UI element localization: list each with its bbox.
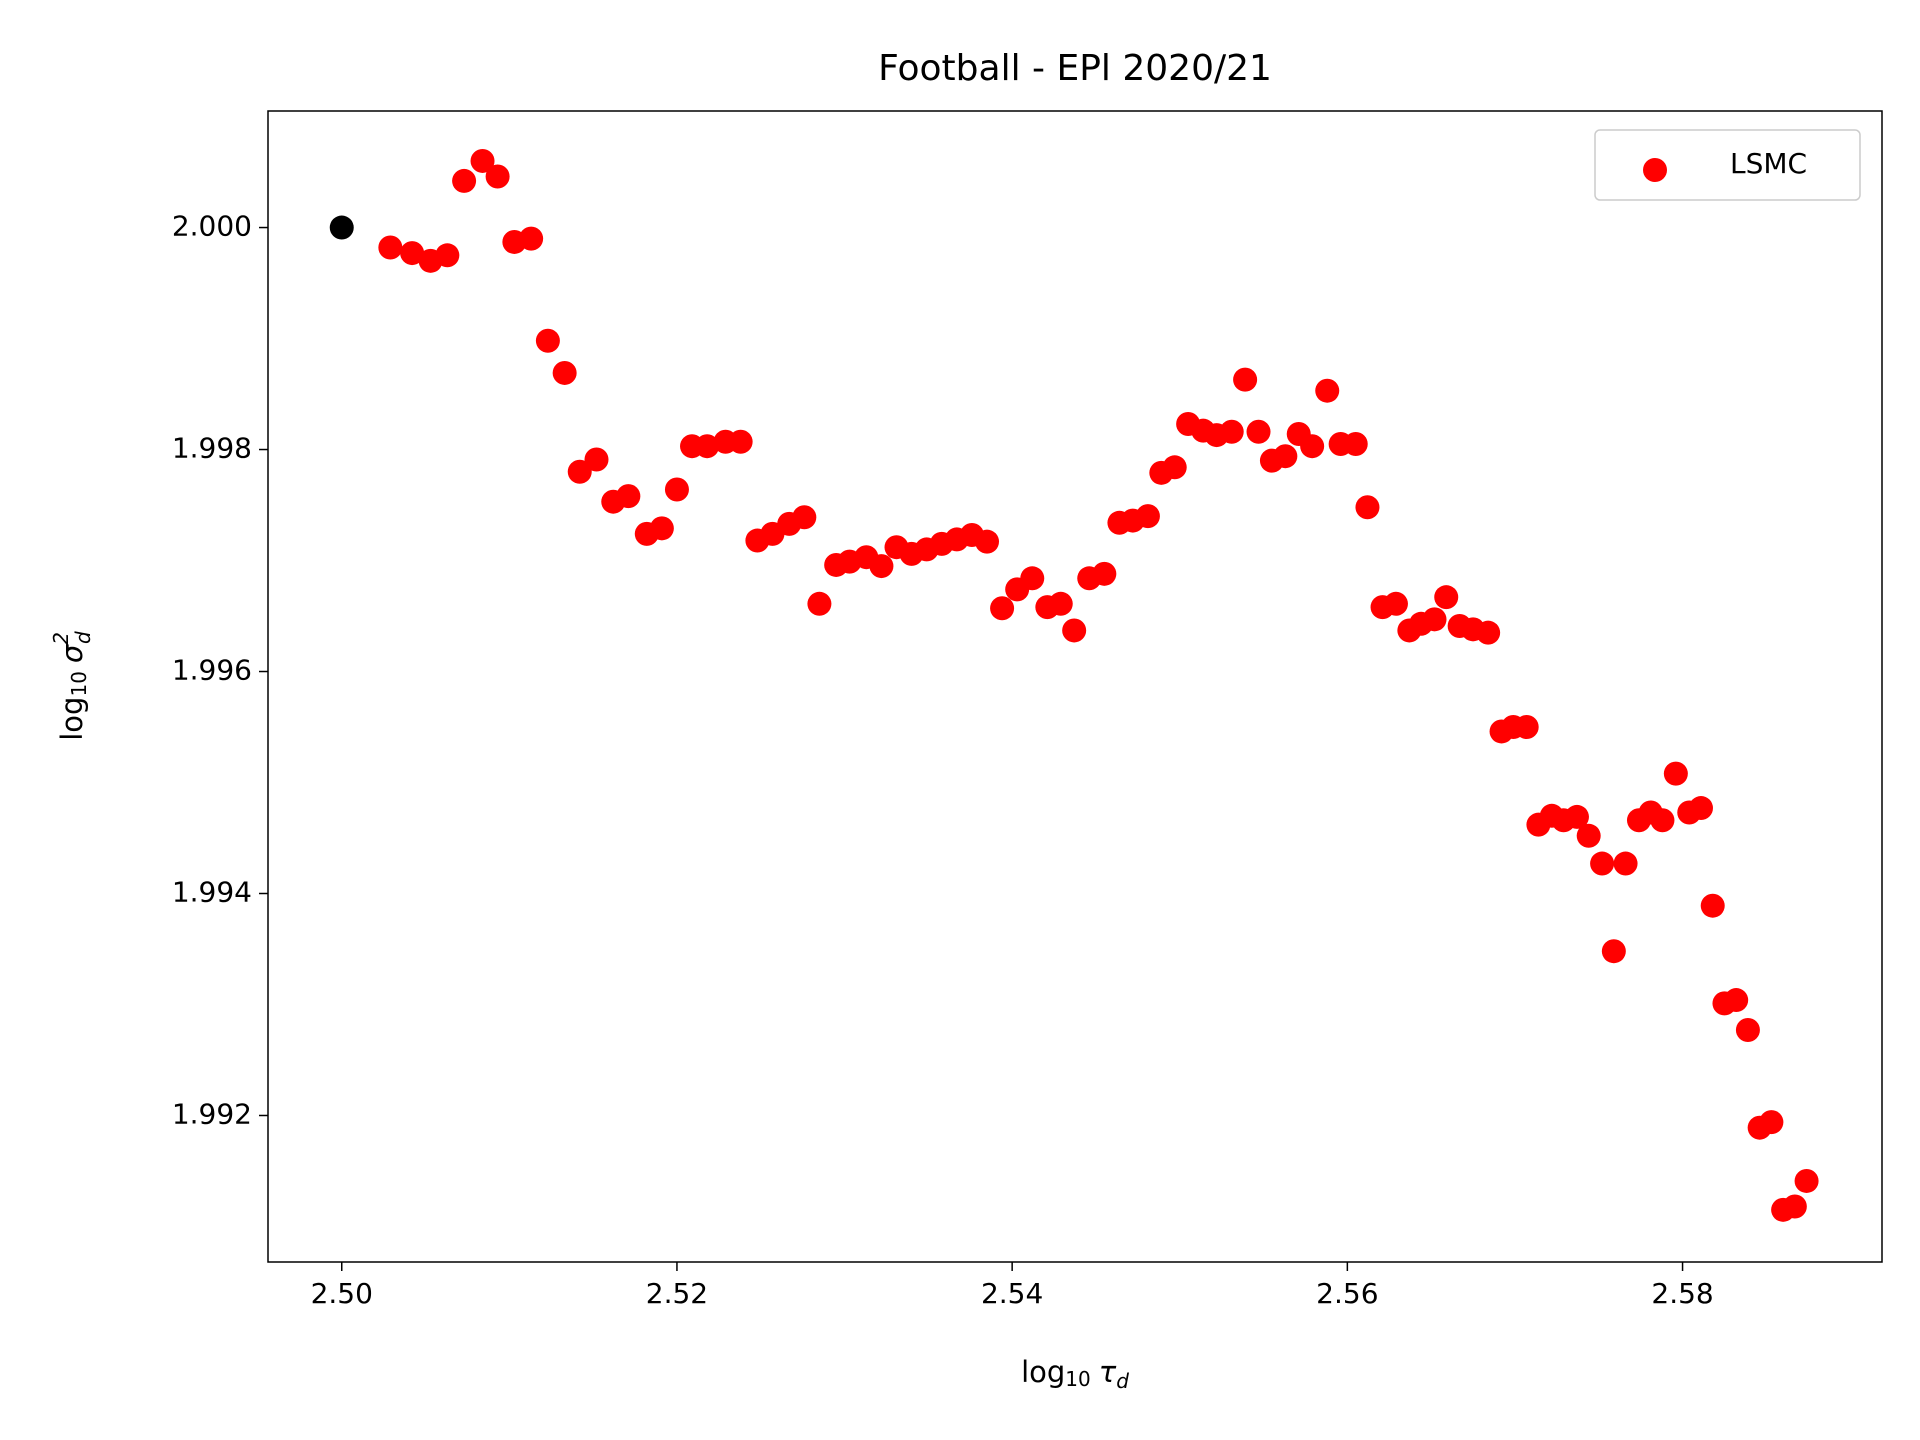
point xyxy=(1355,495,1380,520)
point xyxy=(1383,591,1408,616)
point xyxy=(1020,566,1045,591)
y-label-part: σ xyxy=(55,643,89,663)
point xyxy=(435,243,460,268)
point xyxy=(1476,620,1501,645)
point xyxy=(792,505,817,530)
y-tick-label: 1.996 xyxy=(172,654,252,687)
point xyxy=(1246,419,1271,444)
point xyxy=(1315,378,1340,403)
y-tick-label: 1.994 xyxy=(172,876,252,909)
point xyxy=(1576,823,1601,848)
y-label-part: 2 xyxy=(49,632,73,645)
plot-frame xyxy=(267,110,1883,1263)
point xyxy=(1300,434,1325,459)
x-tick-label: 2.56 xyxy=(1316,1277,1378,1310)
point xyxy=(664,477,689,502)
point xyxy=(329,215,354,240)
x-tick-label: 2.50 xyxy=(311,1277,373,1310)
point xyxy=(975,529,1000,554)
point xyxy=(1688,796,1713,821)
point xyxy=(1759,1110,1784,1135)
point xyxy=(728,429,753,454)
point xyxy=(470,148,495,173)
point xyxy=(1601,939,1626,964)
point xyxy=(1782,1194,1807,1219)
point xyxy=(400,241,425,266)
point xyxy=(1724,988,1749,1013)
point xyxy=(567,459,592,484)
y-label-part: d xyxy=(71,631,95,644)
point xyxy=(584,447,609,472)
y-axis-label: log10 σ2d xyxy=(49,631,95,741)
point xyxy=(869,554,894,579)
point xyxy=(1434,585,1459,610)
point xyxy=(1422,607,1447,632)
point xyxy=(807,591,832,616)
point xyxy=(1700,893,1725,918)
point xyxy=(990,596,1015,621)
point xyxy=(1514,715,1539,740)
point xyxy=(1590,851,1615,876)
legend-marker xyxy=(1643,158,1667,182)
x-label-part: τ xyxy=(1099,1355,1117,1389)
point xyxy=(1233,367,1258,392)
chart-title: Football - EPl 2020/21 xyxy=(878,48,1272,89)
point xyxy=(1062,618,1087,643)
point xyxy=(1048,591,1073,616)
point xyxy=(1663,761,1688,786)
x-axis-label: log10 τd xyxy=(1021,1355,1129,1393)
point xyxy=(1613,851,1638,876)
point xyxy=(1162,455,1187,480)
x-tick-label: 2.58 xyxy=(1651,1277,1713,1310)
y-tick-label: 1.992 xyxy=(172,1097,252,1130)
point xyxy=(1564,804,1589,829)
point xyxy=(452,168,477,193)
point xyxy=(1135,504,1160,529)
y-tick-label: 2.000 xyxy=(172,210,252,243)
x-tick-label: 2.54 xyxy=(981,1277,1043,1310)
point xyxy=(1219,419,1244,444)
point xyxy=(552,360,577,385)
legend-box xyxy=(1594,129,1861,201)
point xyxy=(649,516,674,541)
point xyxy=(519,226,544,251)
x-label-part: d xyxy=(1116,1369,1129,1393)
point xyxy=(1273,444,1298,469)
point xyxy=(535,328,560,353)
point xyxy=(1092,561,1117,586)
x-label-part: 10 xyxy=(1065,1367,1090,1391)
point xyxy=(1650,808,1675,833)
legend-label: LSMC xyxy=(1730,147,1807,180)
point xyxy=(378,235,403,260)
y-label-part: log xyxy=(55,697,89,741)
point xyxy=(1343,431,1368,456)
x-label-part: log xyxy=(1021,1355,1065,1389)
point xyxy=(695,434,720,459)
point xyxy=(616,484,641,509)
x-tick-label: 2.52 xyxy=(646,1277,708,1310)
point xyxy=(1735,1018,1760,1043)
y-tick-label: 1.998 xyxy=(172,432,252,465)
point xyxy=(1794,1168,1819,1193)
y-label-part: 10 xyxy=(67,671,91,696)
point xyxy=(485,164,510,189)
